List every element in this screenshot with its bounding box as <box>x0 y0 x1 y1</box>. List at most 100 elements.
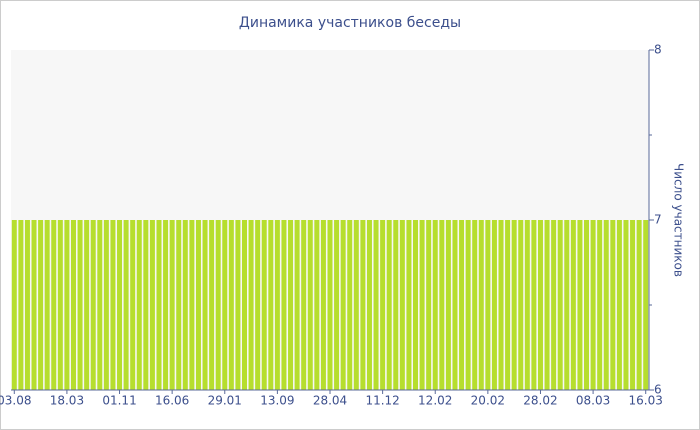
x-tick-label: 28.04 <box>313 394 347 408</box>
bar <box>498 220 504 390</box>
bar <box>156 220 162 390</box>
bar <box>610 220 616 390</box>
bar <box>452 220 458 390</box>
bar <box>103 220 109 390</box>
bar <box>360 220 366 390</box>
bar <box>11 220 17 390</box>
x-tick-label: 29.01 <box>208 394 242 408</box>
bar <box>630 220 636 390</box>
bar <box>590 220 596 390</box>
bar <box>64 220 70 390</box>
bar <box>202 220 208 390</box>
x-tick-label: 01.11 <box>102 394 136 408</box>
x-tick-label: 08.03 <box>576 394 610 408</box>
bar <box>465 220 471 390</box>
bar <box>419 220 425 390</box>
bar <box>215 220 221 390</box>
bar <box>524 220 530 390</box>
bar <box>406 220 412 390</box>
bar <box>90 220 96 390</box>
bar <box>320 220 326 390</box>
bar <box>380 220 386 390</box>
bar <box>551 220 557 390</box>
bar <box>241 220 247 390</box>
bar <box>136 220 142 390</box>
bar <box>366 220 372 390</box>
bar <box>616 220 622 390</box>
bar <box>340 220 346 390</box>
bar <box>432 220 438 390</box>
x-tick-label: 28.02 <box>523 394 557 408</box>
bar <box>584 220 590 390</box>
bar <box>472 220 478 390</box>
bar <box>597 220 603 390</box>
bar <box>439 220 445 390</box>
bar <box>478 220 484 390</box>
bar <box>222 220 228 390</box>
bar <box>294 220 300 390</box>
bar <box>97 220 103 390</box>
bar <box>24 220 30 390</box>
bar <box>373 220 379 390</box>
bar <box>195 220 201 390</box>
bar <box>274 220 280 390</box>
bar <box>288 220 294 390</box>
bar <box>518 220 524 390</box>
bar <box>44 220 50 390</box>
bar <box>117 220 123 390</box>
bar <box>176 220 182 390</box>
chart-title: Динамика участников беседы <box>239 15 461 31</box>
bar <box>228 220 234 390</box>
bar <box>347 220 353 390</box>
bar <box>544 220 550 390</box>
bar <box>557 220 563 390</box>
bar <box>57 220 63 390</box>
bar <box>327 220 333 390</box>
bar <box>643 220 649 390</box>
bar <box>143 220 149 390</box>
bar <box>399 220 405 390</box>
bar <box>110 220 116 390</box>
y-axis-label: Число участников <box>672 163 686 277</box>
y-tick-label: 7 <box>654 213 662 227</box>
bar <box>38 220 44 390</box>
bar <box>307 220 313 390</box>
bar <box>182 220 188 390</box>
bar <box>426 220 432 390</box>
bar <box>334 220 340 390</box>
bar <box>255 220 261 390</box>
bar <box>603 220 609 390</box>
bar <box>149 220 155 390</box>
bar <box>353 220 359 390</box>
bar <box>301 220 307 390</box>
x-tick-label: 16.03 <box>629 394 663 408</box>
bar <box>18 220 24 390</box>
bar <box>209 220 215 390</box>
x-tick-label: 03.08 <box>0 394 31 408</box>
bar <box>268 220 274 390</box>
bar <box>445 220 451 390</box>
x-tick-label: 20.02 <box>471 394 505 408</box>
bar <box>459 220 465 390</box>
bar <box>564 220 570 390</box>
bar <box>169 220 175 390</box>
y-tick-label: 6 <box>654 383 662 397</box>
bar <box>393 220 399 390</box>
bar <box>248 220 254 390</box>
x-tick-label: 18.03 <box>50 394 84 408</box>
bar <box>505 220 511 390</box>
bar <box>31 220 37 390</box>
bar <box>261 220 267 390</box>
bar <box>314 220 320 390</box>
bar <box>623 220 629 390</box>
bar <box>189 220 195 390</box>
x-tick-label: 11.12 <box>365 394 399 408</box>
bar <box>281 220 287 390</box>
y-tick-label: 8 <box>654 43 662 57</box>
bar <box>577 220 583 390</box>
bar <box>413 220 419 390</box>
x-tick-label: 12.02 <box>418 394 452 408</box>
bar <box>70 220 76 390</box>
bar <box>511 220 517 390</box>
